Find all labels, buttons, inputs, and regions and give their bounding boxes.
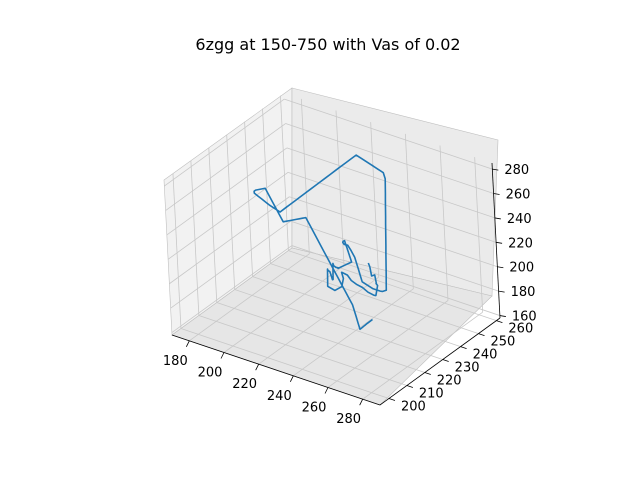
y-tick-mark-3 xyxy=(442,359,449,362)
y-tick-label-4: 240 xyxy=(473,348,498,363)
grid-x-wall-5 xyxy=(474,157,484,313)
x-tick-mark-3 xyxy=(289,375,294,383)
grid-x-wall-4 xyxy=(439,145,449,301)
grid-z-right-6 xyxy=(284,98,493,170)
grid-x-floor-0 xyxy=(189,253,310,342)
x-tick-label-5: 280 xyxy=(336,412,361,427)
grid-z-left-5 xyxy=(165,123,286,211)
grid-x-floor-3 xyxy=(293,288,414,377)
z-tick-label-6: 280 xyxy=(504,163,529,178)
z-tick-label-1: 180 xyxy=(511,285,536,300)
y-tick-mark-0 xyxy=(388,398,396,401)
x-axis-line xyxy=(171,334,381,406)
z-tick-label-5: 260 xyxy=(506,188,531,203)
grid-y-wall-6 xyxy=(280,95,289,251)
series-line-0 xyxy=(253,154,388,331)
x-tick-label-0: 180 xyxy=(163,354,188,369)
x-tick-mark-2 xyxy=(255,363,260,371)
grid-y-wall-1 xyxy=(190,160,200,316)
grid-y-wall-3 xyxy=(226,134,236,290)
grid-z-left-2 xyxy=(169,196,290,285)
grid-x-wall-1 xyxy=(335,110,345,266)
axis-ticks: 1802002202402602802002102202302402502601… xyxy=(163,162,537,427)
x-tick-label-2: 220 xyxy=(232,377,257,392)
y-tick-label-6: 260 xyxy=(508,322,533,337)
grid-z-left-3 xyxy=(167,172,289,260)
grid-x-floor-2 xyxy=(258,276,379,365)
z-tick-mark-2 xyxy=(497,266,504,269)
z-tick-mark-5 xyxy=(493,193,500,195)
grid-z-right-1 xyxy=(290,220,499,292)
z-tick-mark-1 xyxy=(498,290,505,293)
grid-y-floor-2 xyxy=(216,302,425,373)
chart-title: 6zgg at 150-750 with Vas of 0.02 xyxy=(195,35,460,54)
grid-z-left-0 xyxy=(171,245,293,333)
grid-y-floor-5 xyxy=(270,263,479,334)
x-tick-label-4: 260 xyxy=(302,401,327,416)
y-tick-mark-4 xyxy=(460,346,467,349)
y-tick-mark-5 xyxy=(478,333,485,336)
z-tick-label-2: 200 xyxy=(509,261,534,276)
grid-x-wall-3 xyxy=(404,133,414,289)
y-axis-line xyxy=(379,317,501,406)
y-tick-label-3: 230 xyxy=(455,361,480,376)
z-axis-line xyxy=(491,162,501,319)
series-marks xyxy=(253,154,388,331)
y-tick-mark-2 xyxy=(424,372,431,375)
grid-lines xyxy=(164,95,501,400)
grid-z-right-3 xyxy=(287,171,497,243)
z-tick-label-3: 220 xyxy=(508,236,533,251)
grid-z-left-4 xyxy=(166,147,288,236)
grid-y-wall-0 xyxy=(172,173,182,329)
grid-y-wall-4 xyxy=(244,121,253,277)
grid-z-right-2 xyxy=(289,196,498,268)
grid-z-right-4 xyxy=(286,147,495,219)
grid-z-left-1 xyxy=(170,220,291,309)
grid-y-wall-5 xyxy=(262,108,271,264)
grid-y-wall-2 xyxy=(208,147,218,303)
grid-x-wall-0 xyxy=(300,98,310,254)
x-tick-label-1: 200 xyxy=(198,366,223,381)
z-tick-label-0: 160 xyxy=(512,310,537,325)
grid-y-floor-3 xyxy=(234,289,443,360)
x-tick-mark-0 xyxy=(185,340,190,348)
y-tick-label-2: 220 xyxy=(437,374,462,389)
grid-z-right-5 xyxy=(285,123,494,194)
grid-y-floor-6 xyxy=(288,250,497,321)
grid-x-wall-2 xyxy=(370,122,380,278)
x-tick-mark-1 xyxy=(220,352,225,359)
z-tick-mark-6 xyxy=(492,168,499,171)
x-tick-label-3: 240 xyxy=(267,389,292,404)
y-tick-label-0: 200 xyxy=(401,400,426,415)
grid-x-floor-4 xyxy=(327,300,449,388)
x-tick-mark-5 xyxy=(359,398,364,406)
x-tick-mark-4 xyxy=(324,387,329,394)
grid-y-floor-0 xyxy=(180,328,390,399)
y-tick-label-5: 250 xyxy=(491,335,516,350)
z-tick-label-4: 240 xyxy=(507,212,532,227)
z-tick-mark-0 xyxy=(499,315,506,317)
grid-y-floor-4 xyxy=(252,276,461,347)
y-tick-label-1: 210 xyxy=(419,387,444,402)
z-tick-mark-4 xyxy=(494,217,501,220)
y-tick-mark-6 xyxy=(496,320,503,323)
y-tick-mark-1 xyxy=(406,385,413,388)
grid-x-floor-5 xyxy=(362,311,483,400)
grid-y-floor-1 xyxy=(198,315,407,386)
grid-x-floor-1 xyxy=(223,265,345,353)
z-tick-mark-3 xyxy=(496,241,503,244)
grid-z-left-6 xyxy=(164,98,285,187)
